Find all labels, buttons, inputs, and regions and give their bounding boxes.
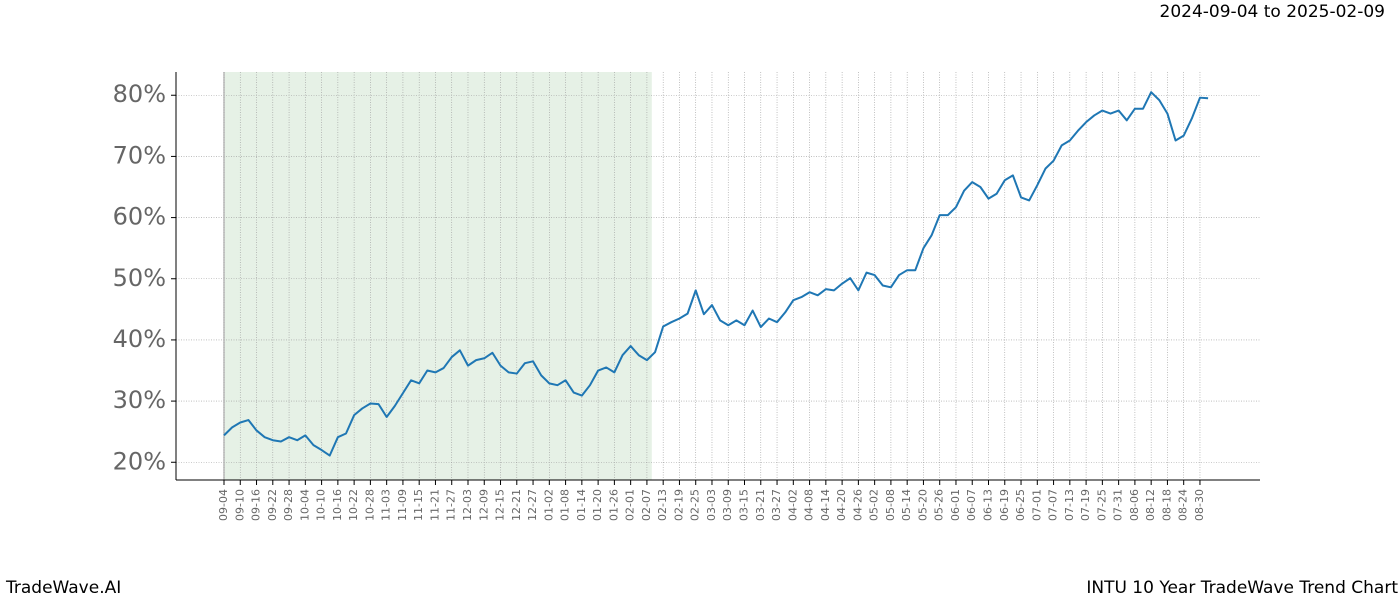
x-tick-label: 12-03 <box>461 489 474 521</box>
x-tick-label: 02-13 <box>656 489 669 521</box>
x-tick-label: 07-01 <box>1030 489 1043 521</box>
x-tick-label: 01-20 <box>591 489 604 521</box>
x-tick-label: 02-07 <box>640 489 653 521</box>
x-tick-label: 08-30 <box>1193 489 1206 521</box>
x-tick-label: 07-19 <box>1079 489 1092 521</box>
x-tick-label: 10-28 <box>363 489 376 521</box>
x-tick-label: 07-13 <box>1063 489 1076 521</box>
x-tick-label: 07-25 <box>1095 489 1108 521</box>
x-tick-label: 01-02 <box>542 489 555 521</box>
x-tick-label: 03-27 <box>770 489 783 521</box>
chart-title: INTU 10 Year TradeWave Trend Chart <box>1086 578 1398 598</box>
x-tick-label: 09-16 <box>250 489 263 521</box>
x-tick-label: 07-31 <box>1112 489 1125 521</box>
x-tick-label: 04-26 <box>851 489 864 521</box>
x-tick-label: 05-14 <box>900 489 913 521</box>
x-tick-label: 01-08 <box>559 489 572 521</box>
x-tick-label: 03-15 <box>738 489 751 521</box>
x-tick-label: 01-26 <box>607 489 620 521</box>
x-tick-label: 06-19 <box>998 489 1011 521</box>
x-tick-label: 08-12 <box>1144 489 1157 521</box>
x-tick-label: 05-20 <box>916 489 929 521</box>
x-tick-label: 12-09 <box>477 489 490 521</box>
x-tick-label: 08-18 <box>1160 489 1173 521</box>
x-tick-label: 09-04 <box>217 489 230 521</box>
x-tick-label: 01-14 <box>575 489 588 521</box>
x-tick-label: 05-26 <box>933 489 946 521</box>
x-tick-label: 09-28 <box>282 489 295 521</box>
x-tick-label: 03-21 <box>754 489 767 521</box>
x-tick-label: 12-27 <box>526 489 539 521</box>
x-tick-label: 04-20 <box>835 489 848 521</box>
y-tick-label: 20% <box>113 447 166 475</box>
y-tick-label: 60% <box>113 203 166 231</box>
x-tick-label: 10-16 <box>331 489 344 521</box>
x-tick-label: 08-06 <box>1128 489 1141 521</box>
x-tick-label: 03-09 <box>721 489 734 521</box>
x-tick-label: 05-08 <box>884 489 897 521</box>
y-tick-label: 80% <box>113 80 166 108</box>
x-tick-label: 04-14 <box>819 489 832 521</box>
x-tick-label: 03-03 <box>705 489 718 521</box>
x-tick-label: 04-02 <box>786 489 799 521</box>
x-tick-label: 10-04 <box>298 489 311 521</box>
x-tick-label: 12-15 <box>494 489 507 521</box>
date-range: 2024-09-04 to 2025-02-09 <box>1160 2 1385 22</box>
x-tick-label: 06-07 <box>965 489 978 521</box>
y-tick-label: 40% <box>113 325 166 353</box>
x-tick-label: 11-03 <box>380 489 393 521</box>
x-tick-label: 06-01 <box>949 489 962 521</box>
x-tick-label: 11-15 <box>412 489 425 521</box>
brand: TradeWave.AI <box>5 578 121 598</box>
x-tick-label: 11-09 <box>396 489 409 521</box>
y-tick-label: 70% <box>113 141 166 169</box>
x-tick-label: 02-19 <box>672 489 685 521</box>
x-tick-label: 08-24 <box>1177 489 1190 521</box>
x-tick-label: 04-08 <box>803 489 816 521</box>
trend-line <box>223 91 1209 457</box>
x-tick-label: 10-10 <box>315 489 328 521</box>
y-tick-label: 50% <box>113 264 166 292</box>
x-tick-label: 06-13 <box>982 489 995 521</box>
x-tick-label: 09-22 <box>266 489 279 521</box>
y-tick-label: 30% <box>113 386 166 414</box>
x-tick-label: 11-27 <box>445 489 458 521</box>
x-tick-label: 11-21 <box>428 489 441 521</box>
x-tick-label: 02-01 <box>624 489 637 521</box>
x-tick-label: 12-21 <box>510 489 523 521</box>
x-tick-label: 05-02 <box>868 489 881 521</box>
x-tick-label: 09-10 <box>233 489 246 521</box>
highlight-region <box>224 72 652 480</box>
x-tick-label: 06-25 <box>1014 489 1027 521</box>
x-tick-label: 02-25 <box>689 489 702 521</box>
x-tick-label: 10-22 <box>347 489 360 521</box>
x-tick-label: 07-07 <box>1047 489 1060 521</box>
